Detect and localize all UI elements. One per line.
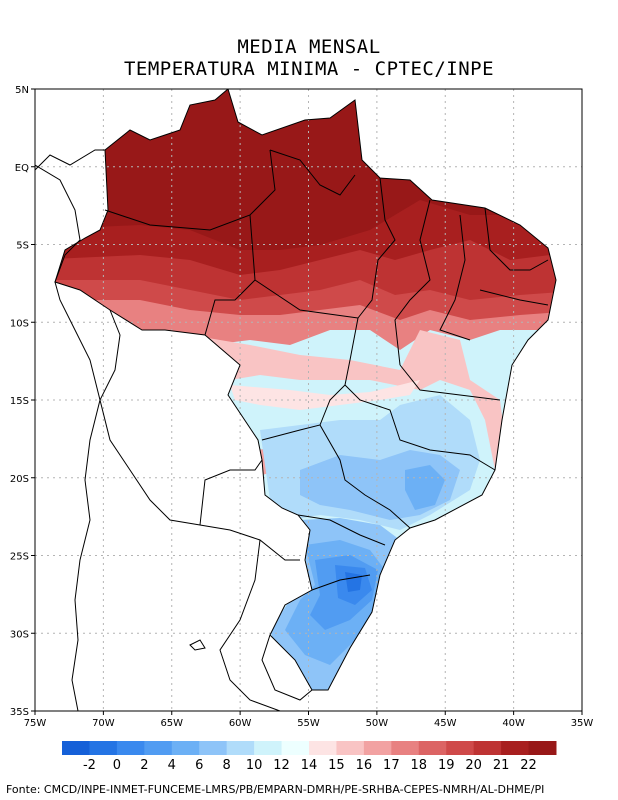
lat-tick-label: 10S — [10, 318, 29, 329]
colorbar-label: 22 — [520, 758, 537, 773]
colorbar-swatch — [418, 741, 447, 755]
state-line-ma-pi — [394, 199, 431, 366]
state-line-to — [357, 177, 396, 319]
colorbar-label: 20 — [465, 758, 482, 773]
colorbar-label: 19 — [438, 758, 455, 773]
colorbar-label: 6 — [195, 758, 203, 773]
state-line-pa — [249, 214, 359, 319]
colorbar-swatch — [446, 741, 475, 755]
lat-tick-label: 35S — [10, 707, 29, 718]
paraguay-north-border — [199, 459, 263, 526]
colorbar-label: 0 — [113, 758, 121, 773]
colorbar-label: 21 — [493, 758, 510, 773]
colorbar-label: 8 — [223, 758, 231, 773]
state-line-go-sp — [319, 424, 411, 529]
lon-tick-label: 70W — [92, 718, 115, 729]
map-title: MEDIA MENSAL — [237, 36, 381, 58]
colorbar-swatch — [171, 741, 200, 755]
longitude-axis: 75W 70W 65W 60W 55W 50W 45W 40W 35W — [24, 711, 594, 729]
colorbar-swatch — [336, 741, 365, 755]
colorbar-swatch — [528, 741, 557, 755]
uruguay-border — [261, 634, 313, 701]
lon-tick-label: 50W — [366, 718, 389, 729]
lon-tick-label: 65W — [160, 718, 183, 729]
colorbar-swatch — [254, 741, 283, 755]
lat-tick-label: 5S — [16, 241, 29, 252]
colorbar-swatch — [89, 741, 118, 755]
boundaries — [35, 89, 557, 711]
lat-tick-label: 30S — [10, 629, 29, 640]
colorbar-swatch — [473, 741, 502, 755]
state-line-pe — [479, 289, 549, 306]
colorbar-swatch — [391, 741, 420, 755]
state-line-pr — [297, 514, 386, 546]
lat-tick-label: 15S — [10, 396, 29, 407]
colorbar-label: 18 — [411, 758, 428, 773]
colorbar-swatch — [116, 741, 145, 755]
colorbar-label: 16 — [356, 758, 373, 773]
lat-tick-label: EQ — [15, 163, 29, 174]
colorbar-swatch — [144, 741, 173, 755]
state-line-ro — [204, 279, 256, 336]
state-line-rn — [484, 207, 549, 271]
lon-tick-label: 40W — [502, 718, 525, 729]
argentina-border — [219, 539, 281, 711]
colorbar-label: 10 — [246, 758, 263, 773]
colorbar-swatch — [501, 741, 530, 755]
state-line-mt — [261, 317, 359, 441]
state-line-ce — [439, 214, 471, 341]
colorbar-label: 14 — [301, 758, 318, 773]
colorbar-label: 2 — [140, 758, 148, 773]
colorbar-label: 4 — [168, 758, 176, 773]
lon-tick-label: 60W — [229, 718, 252, 729]
colorbar-swatch — [309, 741, 337, 755]
map-subtitle: TEMPERATURA MINIMA - CPTEC/INPE — [123, 58, 495, 80]
lon-tick-label: 55W — [297, 718, 320, 729]
colorbar-label: 15 — [328, 758, 345, 773]
state-line-sc — [311, 574, 371, 591]
lon-tick-label: 75W — [24, 718, 47, 729]
state-line-ba — [399, 364, 501, 401]
lat-tick-label: 20S — [10, 474, 29, 485]
colorbar-swatch — [199, 741, 228, 755]
state-line-mg — [344, 384, 496, 471]
island — [189, 639, 206, 651]
colorbar-label: 12 — [273, 758, 290, 773]
state-line-rr — [269, 149, 356, 196]
temperature-map: 5N EQ 5S 10S 15S 20S 25S 30S 35S 75W 70W 65W 60W 55W… — [10, 85, 594, 773]
colombia-border — [35, 149, 105, 171]
pacific-coast — [35, 164, 101, 711]
colorbar-label: -2 — [83, 758, 96, 773]
colorbar-swatch — [62, 741, 90, 755]
colorbar-swatch — [226, 741, 255, 755]
state-line-am — [104, 149, 276, 231]
source-credit: Fonte: CMCD/INPE-INMET-FUNCEME-LMRS/PB/E… — [6, 783, 545, 796]
graticule — [35, 89, 582, 711]
colorbar: -2 0 2 4 6 8 10 12 14 15 16 17 18 19 20 21 22 — [62, 741, 557, 773]
colorbar-swatch — [281, 741, 310, 755]
lat-tick-label: 25S — [10, 552, 29, 563]
colorbar-label: 17 — [383, 758, 400, 773]
lat-tick-label: 5N — [15, 85, 29, 96]
lon-tick-label: 45W — [434, 718, 457, 729]
latitude-axis: 5N EQ 5S 10S 15S 20S 25S 30S 35S — [10, 85, 35, 718]
colorbar-swatch — [363, 741, 392, 755]
lon-tick-label: 35W — [571, 718, 594, 729]
